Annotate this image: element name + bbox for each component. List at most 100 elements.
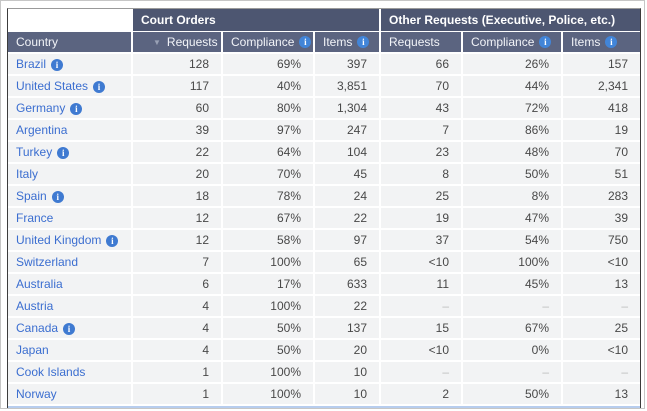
value-cell: 97 [315,230,381,250]
info-icon[interactable]: i [299,36,312,48]
value-cell: <10 [563,252,640,272]
value-cell: 137 [315,318,381,338]
column-header-row: Country ▼ Requests Compliance i Items i Req… [8,32,640,52]
table-row: France 12 67% 22 19 47% 39 [8,208,640,228]
value-cell: 45 [315,164,381,184]
table-row: Spain i 18 78% 24 25 8% 283 [8,186,640,206]
country-link[interactable]: United States [16,79,89,93]
value-cell: 247 [315,120,381,140]
column-header-items-other[interactable]: Items i [563,32,640,52]
table-row: Austria 4 100% 22– – – [8,296,640,316]
value-cell: 0% [463,340,563,360]
country-link[interactable]: Canada [16,321,59,335]
value-cell: 20 [133,164,223,184]
country-cell: Australia [8,274,133,294]
info-icon[interactable]: i [57,147,70,159]
value-cell: 4 [133,318,223,338]
group-header-other-requests: Other Requests (Executive, Police, etc.) [381,9,640,31]
info-icon[interactable]: i [357,36,370,48]
info-icon[interactable]: i [70,103,83,115]
value-cell: 8% [463,186,563,206]
value-cell: 10 [315,384,381,404]
column-header-compliance-court[interactable]: Compliance i [223,32,315,52]
country-cell: Canada i [8,318,133,338]
value-cell: 24 [315,186,381,206]
country-link[interactable]: Switzerland [16,255,79,269]
country-link[interactable]: Germany [16,101,66,115]
value-cell: – [463,296,563,316]
value-cell: 70 [563,142,640,162]
country-link[interactable]: Spain [16,189,47,203]
country-link[interactable]: United Kingdom [16,233,102,247]
table-row: Argentina 39 97% 247 7 86% 19 [8,120,640,140]
value-cell: 65 [315,252,381,272]
value-cell: 50% [223,340,315,360]
country-cell: Turkey i [8,142,133,162]
group-header-court-orders: Court Orders [133,9,381,31]
value-cell: 4 [133,340,223,360]
value-cell: 8 [381,164,463,184]
country-link[interactable]: Japan [16,343,49,357]
table-row: United States i 117 40% 3,851 70 44% 2,341 [8,76,640,96]
country-link[interactable]: Italy [16,167,39,181]
country-link[interactable]: Brazil [16,57,47,71]
country-link[interactable]: Australia [16,277,63,291]
value-cell: 1,304 [315,98,381,118]
value-cell: 70% [223,164,315,184]
value-cell: 100% [223,296,315,316]
country-link[interactable]: Argentina [16,123,68,137]
value-cell: 22 [133,142,223,162]
column-header-requests-court[interactable]: ▼ Requests [133,32,223,52]
value-cell: 397 [315,54,381,74]
table-row: Cook Islands 1 100% 10– – – [8,362,640,382]
value-cell: 66 [381,54,463,74]
value-cell: 13 [563,384,640,404]
value-cell: 750 [563,230,640,250]
group-header-spacer [8,9,133,31]
column-header-country[interactable]: Country [8,32,133,52]
table-row: Norway 1 100% 10 2 50% 13 [8,384,640,404]
country-link[interactable]: France [16,211,54,225]
column-header-items-court[interactable]: Items i [315,32,381,52]
value-cell: 25 [563,318,640,338]
next-row-partial-highlight [8,406,640,408]
country-link[interactable]: Norway [16,387,57,401]
country-cell: Cook Islands [8,362,133,382]
column-header-requests-other[interactable]: Requests [381,32,463,52]
group-header-row: Court Orders Other Requests (Executive, … [8,9,640,31]
value-cell: 22 [315,296,381,316]
value-cell: 48% [463,142,563,162]
country-cell: Argentina [8,120,133,140]
info-icon[interactable]: i [605,36,618,48]
value-cell: 128 [133,54,223,74]
info-icon[interactable]: i [93,81,106,93]
table-row: Australia 6 17% 633 11 45% 13 [8,274,640,294]
value-cell: 60 [133,98,223,118]
value-cell: 1 [133,384,223,404]
table-row: United Kingdom i 12 58% 97 37 54% 750 [8,230,640,250]
country-link[interactable]: Austria [16,299,54,313]
country-cell: Switzerland [8,252,133,272]
info-icon[interactable]: i [539,36,552,48]
country-link[interactable]: Cook Islands [16,365,86,379]
value-cell: 72% [463,98,563,118]
items-header-label: Items [571,35,601,49]
value-cell: 39 [563,208,640,228]
value-cell: 4 [133,296,223,316]
value-cell: 100% [463,252,563,272]
value-cell: 44% [463,76,563,96]
info-icon[interactable]: i [51,191,64,203]
info-icon[interactable]: i [63,323,76,335]
info-icon[interactable]: i [51,59,64,71]
country-link[interactable]: Turkey [16,145,53,159]
value-cell: 10 [315,362,381,382]
column-header-compliance-other[interactable]: Compliance i [463,32,563,52]
value-cell: 97% [223,120,315,140]
info-icon[interactable]: i [106,235,119,247]
value-cell: 1 [133,362,223,382]
value-cell: 64% [223,142,315,162]
table-row: Japan 4 50% 20 <10 0% <10 [8,340,640,360]
table-row: Italy 20 70% 45 8 50% 51 [8,164,640,184]
table-body: Brazil i 128 69% 397 66 26% 157 United States i 11… [8,54,640,404]
